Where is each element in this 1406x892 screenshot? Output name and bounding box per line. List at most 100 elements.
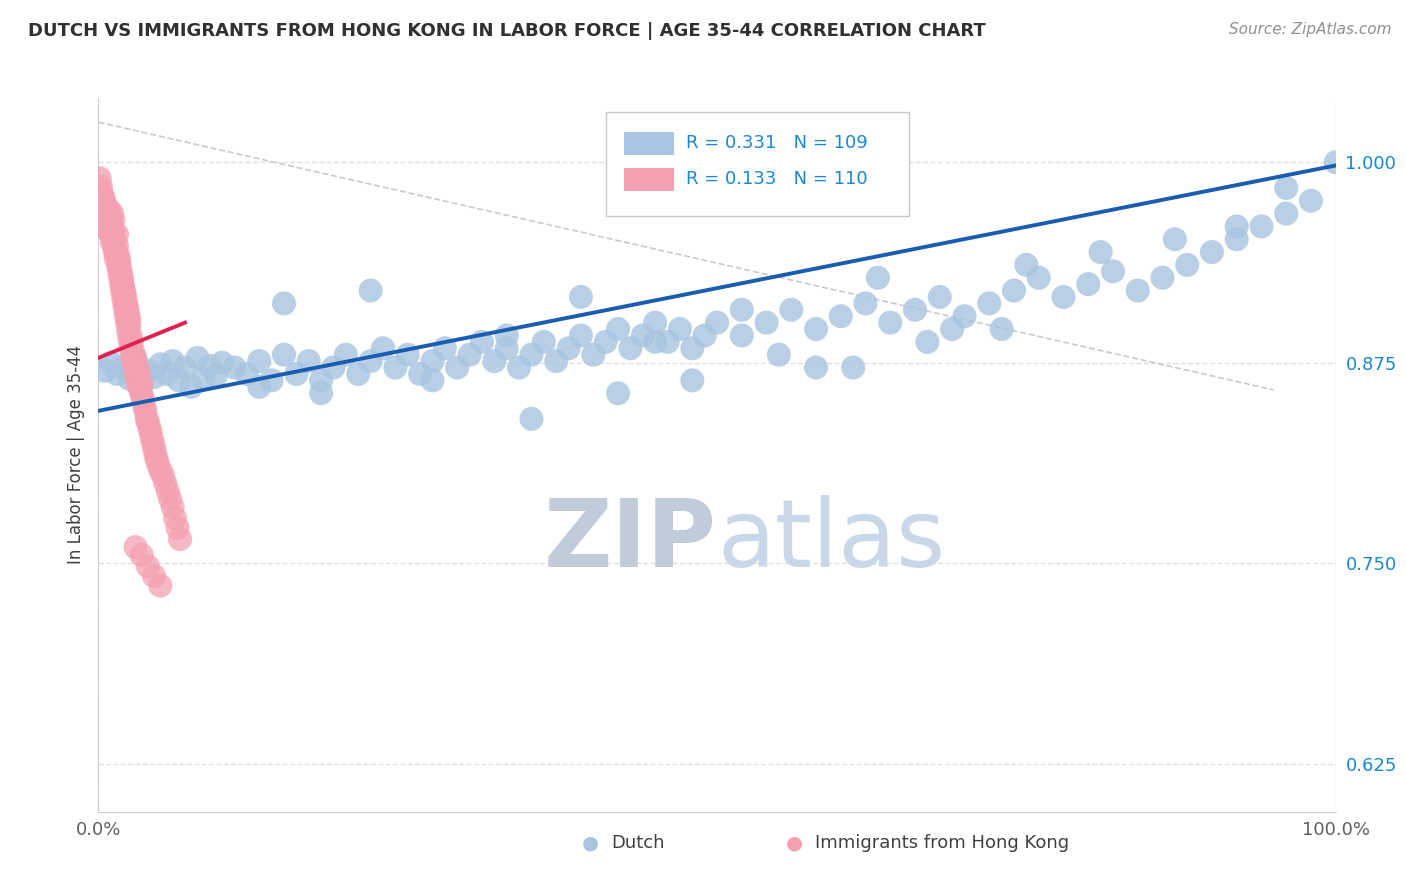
Point [107, 254, 129, 268]
Point [111, 274, 134, 288]
Point [446, 360, 468, 375]
Point [143, 447, 166, 461]
Text: atlas: atlas [717, 494, 945, 587]
Point [165, 511, 187, 525]
Point [619, 341, 641, 355]
Point [136, 364, 159, 378]
Point [90, 203, 112, 218]
Point [433, 341, 456, 355]
Point [110, 276, 132, 290]
Point [117, 312, 139, 326]
Point [112, 300, 135, 314]
Point [917, 334, 939, 349]
Point [91, 211, 114, 226]
Point [866, 270, 889, 285]
Point [224, 360, 246, 375]
Point [122, 356, 145, 370]
Point [731, 302, 754, 317]
Point [127, 376, 149, 391]
Point [132, 392, 155, 407]
Point [298, 354, 321, 368]
Bar [624, 132, 673, 155]
Point [100, 222, 122, 236]
Bar [624, 168, 673, 191]
Point [100, 216, 122, 230]
Point [247, 380, 270, 394]
Point [1002, 284, 1025, 298]
Point [508, 360, 530, 375]
Point [93, 190, 115, 204]
Point [114, 308, 136, 322]
Point [169, 532, 191, 546]
Point [706, 316, 728, 330]
Point [111, 284, 134, 298]
Point [1324, 155, 1347, 169]
Point [91, 187, 114, 202]
Point [103, 232, 125, 246]
Point [125, 360, 148, 375]
Point [582, 348, 605, 362]
Point [166, 521, 188, 535]
Point [1299, 194, 1322, 208]
Point [693, 328, 716, 343]
Point [131, 376, 153, 391]
Point [94, 200, 117, 214]
Point [1275, 206, 1298, 220]
Point [103, 213, 125, 227]
Point [127, 364, 149, 378]
Point [205, 368, 228, 383]
Point [1250, 219, 1272, 234]
Text: ●: ● [786, 833, 803, 853]
Point [607, 386, 630, 401]
Point [145, 451, 167, 466]
Point [118, 372, 141, 386]
FancyBboxPatch shape [606, 112, 908, 216]
Point [149, 463, 172, 477]
Point [1201, 245, 1223, 260]
Point [644, 316, 666, 330]
Point [90, 179, 112, 194]
Point [941, 322, 963, 336]
Point [162, 354, 184, 368]
Point [98, 203, 121, 218]
Point [186, 351, 208, 365]
Point [124, 540, 146, 554]
Text: ●: ● [582, 833, 599, 853]
Point [103, 232, 125, 246]
Point [93, 206, 115, 220]
Point [495, 328, 517, 343]
Point [114, 293, 136, 308]
Text: ZIP: ZIP [544, 494, 717, 587]
Point [309, 386, 332, 401]
Point [134, 399, 156, 413]
Point [96, 222, 118, 236]
Point [101, 235, 124, 250]
Point [458, 348, 481, 362]
Point [89, 195, 111, 210]
Point [631, 328, 654, 343]
Point [804, 360, 827, 375]
Point [105, 238, 128, 252]
Point [108, 268, 131, 282]
Point [134, 404, 156, 418]
Point [484, 354, 506, 368]
Point [105, 248, 128, 262]
Point [1102, 264, 1125, 278]
Point [105, 227, 128, 242]
Point [103, 222, 125, 236]
Point [471, 334, 494, 349]
Point [285, 367, 308, 381]
Point [595, 334, 617, 349]
Point [93, 364, 115, 378]
Point [755, 316, 778, 330]
Point [136, 559, 159, 574]
Point [557, 341, 579, 355]
Point [149, 357, 172, 371]
Point [103, 244, 125, 258]
Point [1226, 219, 1249, 234]
Point [104, 244, 127, 258]
Point [681, 373, 703, 387]
Point [138, 420, 160, 434]
Point [247, 354, 270, 368]
Text: R = 0.331   N = 109: R = 0.331 N = 109 [686, 134, 868, 152]
